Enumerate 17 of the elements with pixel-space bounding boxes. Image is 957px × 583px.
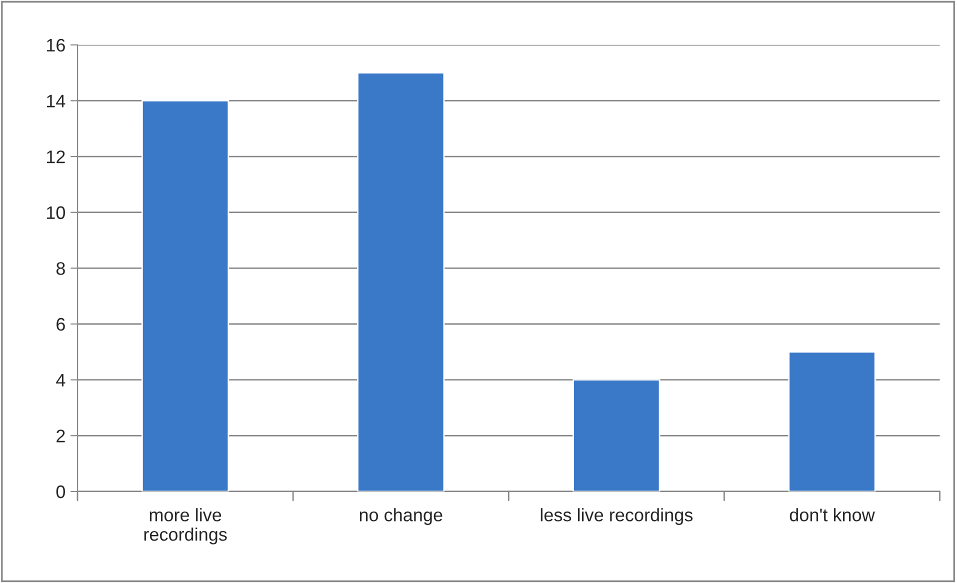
y-tick-label: 4: [56, 374, 66, 386]
y-tick-label: 14: [47, 94, 66, 108]
bar: [357, 72, 445, 492]
y-tick-label: 8: [56, 262, 65, 275]
y-tick-label: 2: [56, 430, 65, 442]
bar: [141, 100, 230, 492]
x-tick-label: no change: [360, 508, 442, 525]
y-tick-label: 16: [47, 38, 65, 52]
y-tick-label: 6: [56, 318, 65, 331]
x-tick-label: more live recordings: [144, 508, 227, 544]
bar: [572, 379, 660, 492]
y-tick-label: 10: [47, 206, 66, 220]
x-tick-label: less live recordings: [540, 508, 693, 525]
bar: [788, 351, 876, 492]
y-tick-label: 0: [56, 485, 66, 498]
y-tick-label: 12: [47, 150, 65, 164]
x-tick-label: don't know: [790, 508, 875, 522]
